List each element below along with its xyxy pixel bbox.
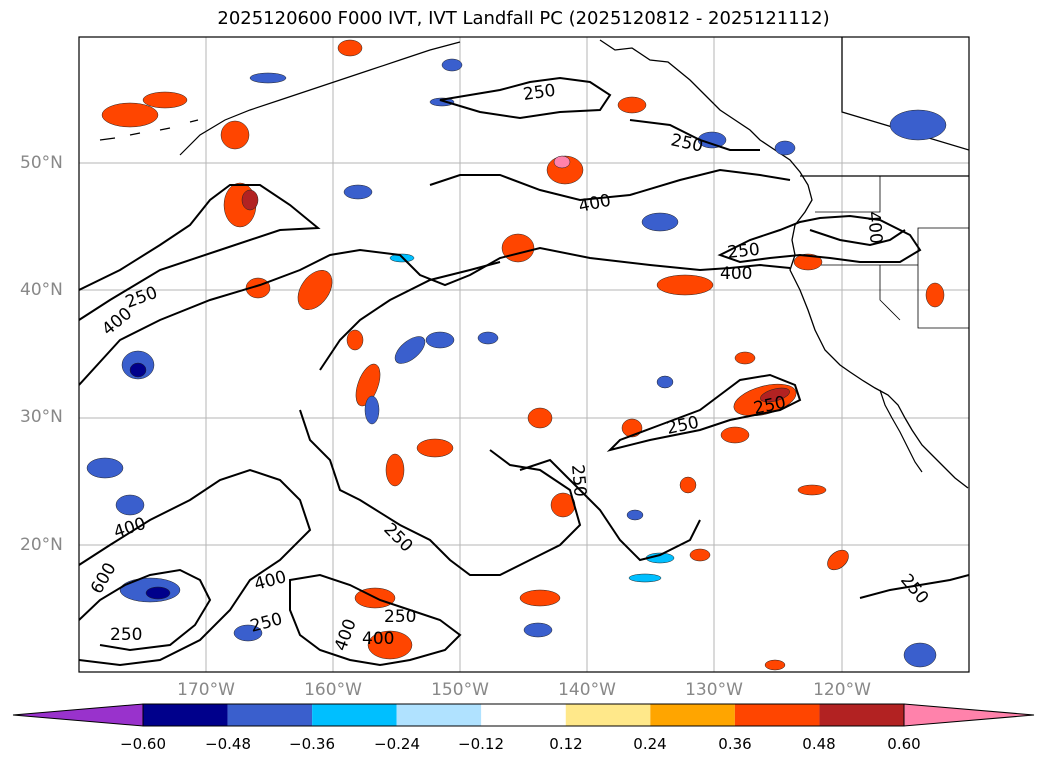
colorbar-tick-label: −0.12 [458,735,504,753]
colorbar-tick-label: 0.12 [549,735,583,753]
negative-anomaly-shading [86,58,947,668]
colorbar-swatch [481,704,566,726]
longitude-label: 150°W [431,680,489,700]
contour-label: 400 [362,629,394,649]
colorbar-tick-label: 0.60 [887,735,921,753]
longitude-label: 160°W [304,680,362,700]
aleutian-islands [99,119,199,141]
colorbar-swatch [312,704,397,726]
colorbar-swatch [143,704,228,726]
contour-label: 250 [522,81,557,105]
latitude-label: 40°N [20,280,63,300]
longitude-label: 130°W [685,680,743,700]
contour-label: 250 [110,625,142,645]
colorbar-tick-label: 0.48 [802,735,836,753]
colorbar-tick-label: −0.36 [289,735,335,753]
colorbar-swatch [819,704,904,726]
colorbar-swatch [227,704,313,726]
positive-anomaly-shading [101,39,945,671]
ivt-contours [79,76,969,667]
longitude-label: 120°W [813,680,871,700]
contour-label: 250 [567,464,590,498]
coastline [599,39,969,489]
colorbar-tick-label: 0.24 [633,735,667,753]
latitude-label: 50°N [20,153,63,173]
map-title: 2025120600 F000 IVT, IVT Landfall PC (20… [217,8,830,29]
latitude-label: 30°N [20,407,63,427]
latitude-label: 20°N [20,535,63,555]
baja-peninsula [879,389,923,473]
colorbar-tick-label: 0.36 [718,735,752,753]
alaska-coast [179,41,461,156]
colorbar-swatch [396,704,482,726]
contour-label: 400 [863,211,886,245]
plot-frame [78,36,970,673]
colorbar-tick-label: −0.24 [374,735,420,753]
contour-label: 250 [726,240,760,263]
colorbar-swatch [650,704,735,726]
contour-label: 400 [720,264,752,284]
longitude-label: 140°W [558,680,616,700]
longitude-label: 170°W [177,680,235,700]
colorbar-swatch [734,704,820,726]
colorbar [12,703,1035,727]
plot-area [79,37,969,672]
colorbar-tick-label: −0.60 [120,735,166,753]
contour-label: 250 [384,607,416,627]
colorbar-swatch [565,704,651,726]
colorbar-tick-label: −0.48 [205,735,251,753]
